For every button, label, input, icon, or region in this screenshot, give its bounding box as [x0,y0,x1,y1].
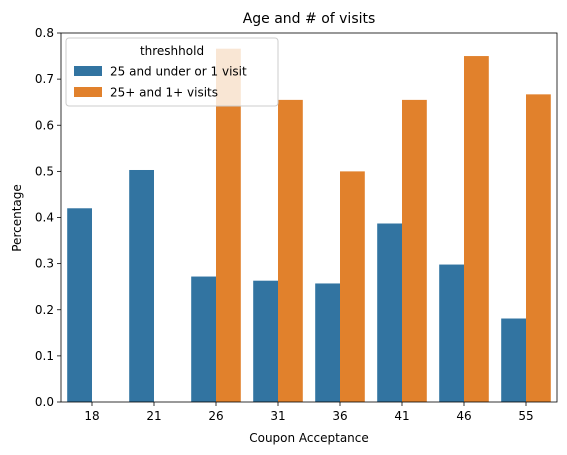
y-tick-label: 0.5 [35,164,54,178]
bar-s1-36 [340,171,365,403]
bar-s0-21 [129,169,154,402]
bar-s0-41 [377,223,402,402]
x-tick-label: 26 [208,409,223,423]
y-tick-label: 0.3 [35,257,54,271]
y-tick-label: 0.2 [35,303,54,317]
x-tick-label: 55 [518,409,533,423]
legend-box [65,37,279,107]
bar-s1-26 [216,48,241,403]
x-tick-label: 36 [332,409,347,423]
bar-s0-26 [191,276,216,402]
bar-s0-31 [253,280,278,402]
x-axis-label: Coupon Acceptance [249,431,369,445]
bar-s0-18 [67,208,92,402]
legend-label: 25+ and 1+ visits [110,86,218,100]
chart-title: Age and # of visits [243,11,376,27]
y-axis-label: Percentage [10,184,24,252]
legend-label: 25 and under or 1 visit [110,65,247,79]
legend-swatch [74,87,102,97]
x-tick-label: 31 [270,409,285,423]
x-tick-label: 21 [146,409,161,423]
x-tick-label: 18 [84,409,99,423]
bar-s1-46 [464,56,489,403]
legend: threshhold 25 and under or 1 visit 25+ and… [65,37,279,107]
bar-s0-36 [315,283,340,402]
plot-frame [60,32,558,403]
legend-swatch [74,66,102,76]
bar-s1-31 [278,99,303,402]
y-tick-label: 0.1 [35,349,54,363]
x-tick-label: 41 [394,409,409,423]
plot-area: 0.0 0.1 0.2 0.3 0.4 0.5 0.6 0.7 0.8 18 21 26 31 36 41 4… [35,26,558,423]
y-tick-label: 0.4 [35,211,54,225]
bar-s0-46 [439,264,464,402]
bar-s0-55 [501,318,526,402]
bar-s1-41 [402,99,427,402]
x-tick-label: 46 [456,409,471,423]
legend-title: threshhold [140,44,204,58]
y-tick-label: 0.0 [35,395,54,409]
y-tick-label: 0.7 [35,72,54,86]
y-tick-label: 0.8 [35,26,54,40]
y-tick-label: 0.6 [35,118,54,132]
bar-s1-55 [526,94,551,402]
